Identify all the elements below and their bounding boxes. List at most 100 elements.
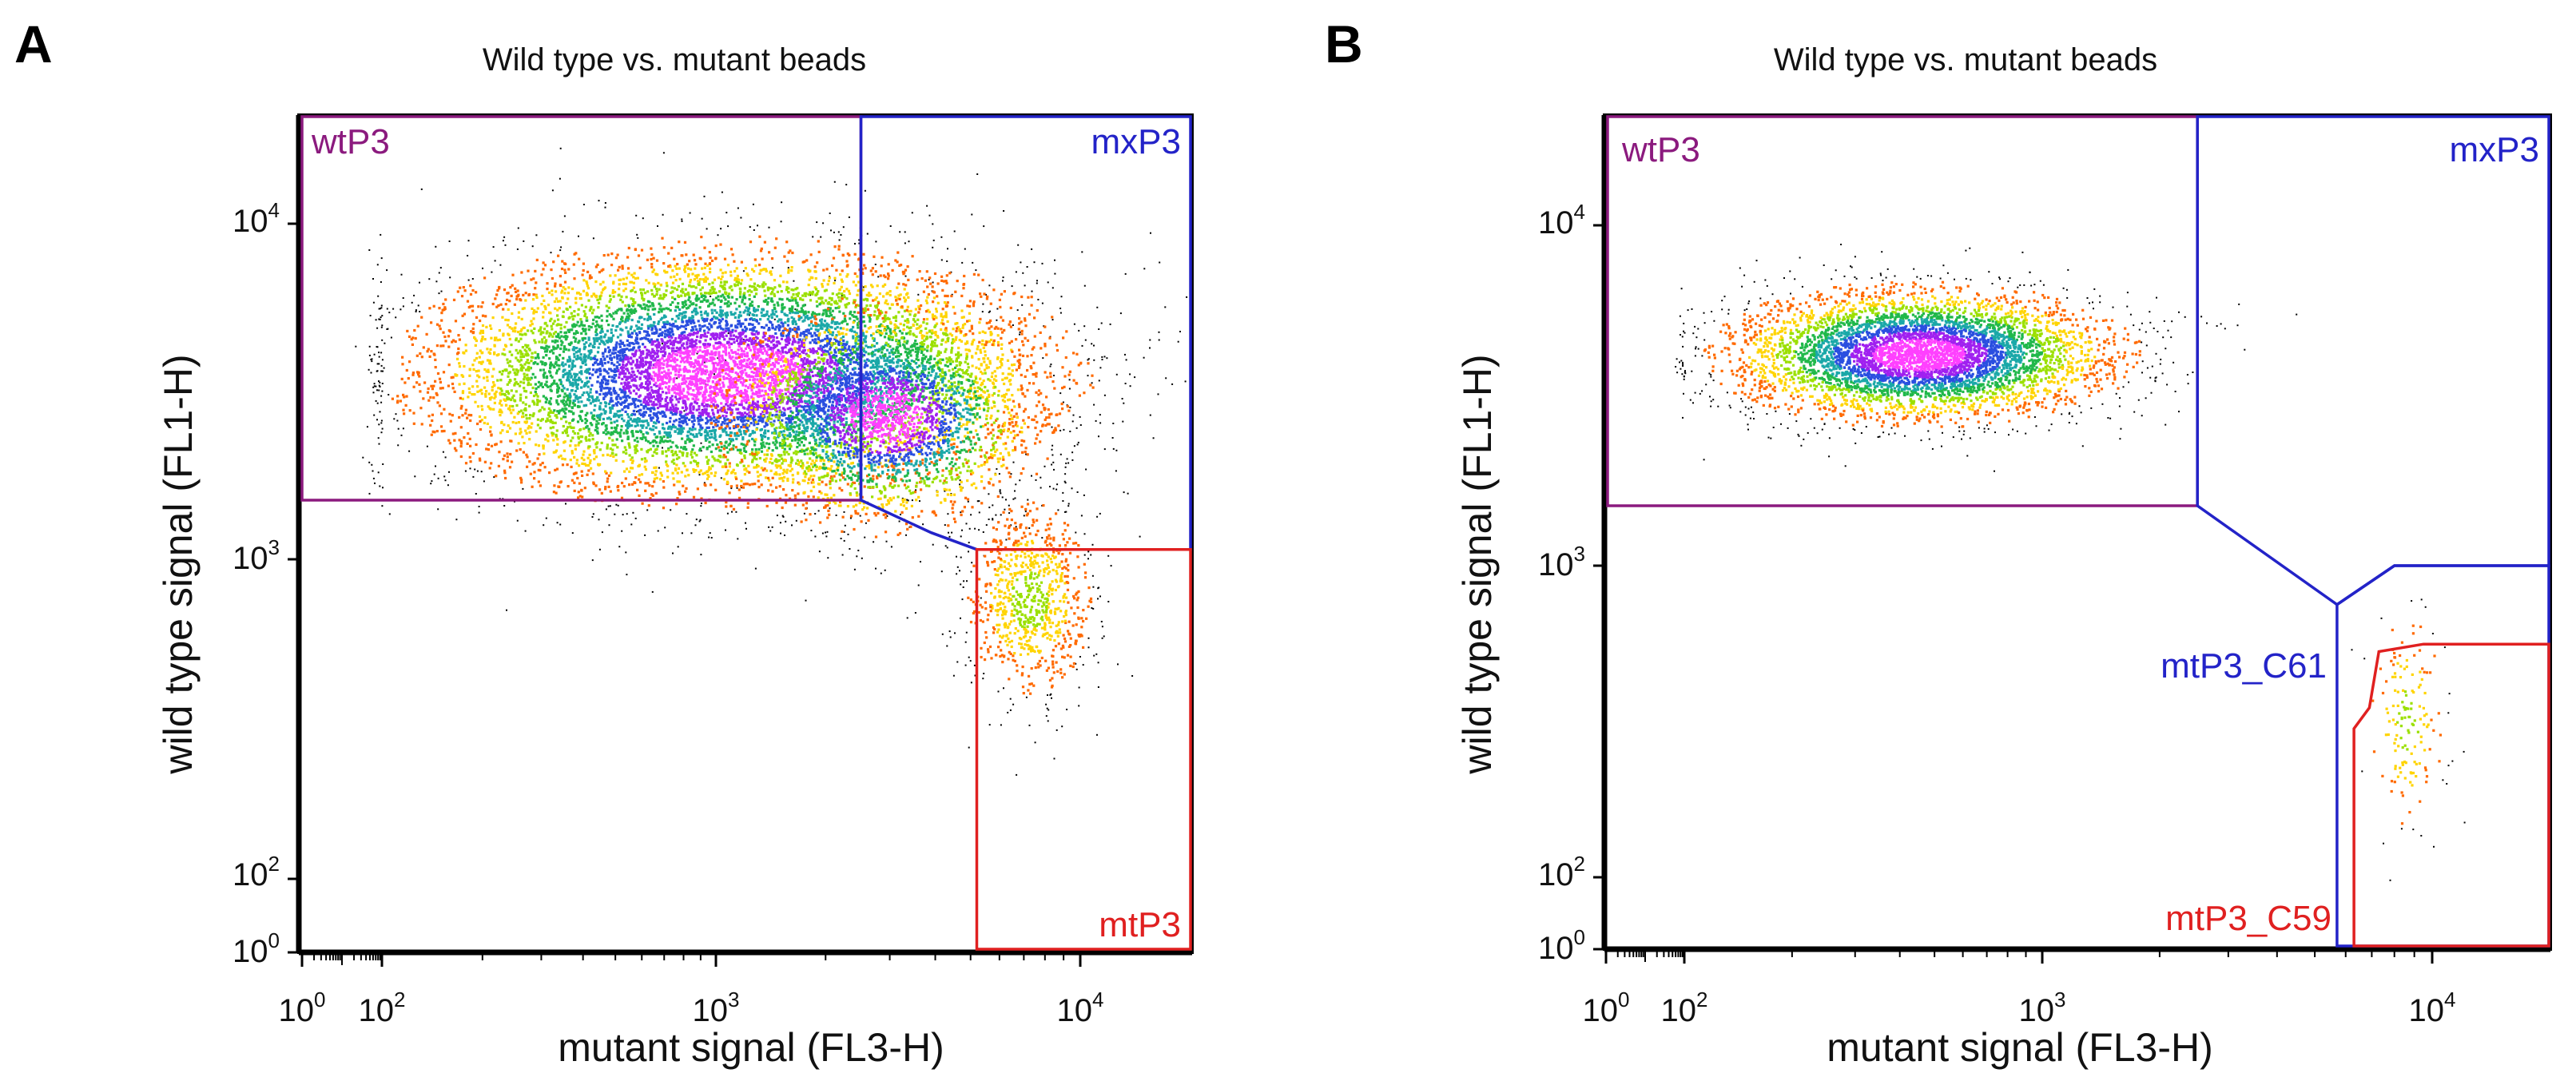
event-point: [725, 280, 729, 284]
event-point: [908, 240, 910, 243]
event-point: [776, 368, 779, 372]
event-point: [852, 335, 855, 338]
event-point: [670, 276, 673, 279]
event-point: [662, 376, 665, 379]
event-point: [630, 523, 633, 526]
event-point: [768, 376, 771, 379]
event-point: [625, 551, 627, 554]
event-point: [645, 304, 648, 307]
event-point: [894, 296, 897, 299]
event-point: [886, 365, 889, 368]
event-point: [878, 314, 881, 317]
event-point: [508, 408, 511, 411]
event-point: [1072, 352, 1075, 355]
event-point: [821, 353, 824, 356]
event-point: [826, 413, 829, 416]
event-point: [793, 280, 795, 282]
event-point: [735, 352, 738, 356]
event-point: [658, 387, 662, 390]
event-point: [884, 412, 887, 415]
event-point: [696, 350, 699, 353]
event-point: [1003, 687, 1004, 690]
event-point: [617, 268, 620, 272]
event-point: [699, 382, 702, 385]
event-point: [1032, 382, 1036, 385]
event-point: [777, 362, 780, 365]
event-point: [837, 248, 841, 251]
event-point: [1087, 550, 1090, 553]
event-point: [748, 314, 750, 316]
event-point: [562, 230, 564, 233]
event-point: [884, 301, 887, 304]
event-point: [642, 299, 645, 302]
event-point: [1087, 637, 1090, 639]
event-point: [775, 237, 778, 240]
event-point: [940, 570, 943, 573]
event-point: [868, 463, 871, 467]
event-point: [753, 457, 756, 460]
event-point: [743, 302, 746, 306]
event-point: [1014, 448, 1017, 451]
event-point: [634, 451, 637, 455]
event-point: [644, 482, 647, 485]
event-point: [1031, 475, 1032, 477]
event-point: [835, 334, 838, 337]
event-point: [612, 415, 616, 418]
event-point: [830, 303, 833, 306]
event-point: [650, 356, 653, 360]
event-point: [781, 515, 784, 517]
event-point: [668, 327, 671, 330]
event-point: [1087, 362, 1090, 365]
event-point: [694, 382, 698, 385]
event-point: [696, 312, 699, 315]
event-point: [1186, 296, 1188, 298]
event-point: [1065, 330, 1068, 333]
event-point: [959, 479, 961, 482]
event-point: [563, 387, 566, 390]
event-point: [596, 416, 599, 419]
event-point: [653, 477, 656, 480]
event-point: [881, 410, 884, 413]
event-point: [1098, 380, 1100, 382]
event-point: [731, 356, 734, 359]
event-point: [569, 384, 572, 387]
event-point: [378, 308, 380, 310]
event-point: [753, 258, 757, 261]
event-point: [997, 424, 1000, 427]
event-point: [753, 466, 756, 469]
event-point: [651, 332, 654, 335]
event-point: [1035, 479, 1037, 481]
event-point: [703, 266, 706, 269]
event-point: [695, 519, 698, 521]
event-point: [741, 395, 744, 399]
event-point: [722, 364, 725, 368]
event-point: [768, 226, 770, 229]
event-point: [1097, 598, 1099, 600]
event-point: [571, 318, 574, 321]
event-point: [720, 277, 723, 281]
event-point: [941, 316, 944, 319]
event-point: [506, 398, 509, 401]
event-point: [825, 450, 829, 454]
event-point: [793, 317, 796, 320]
event-point: [681, 218, 683, 221]
event-point: [443, 475, 446, 478]
event-point: [863, 350, 866, 353]
event-point: [1050, 693, 1052, 695]
event-point: [479, 419, 482, 423]
event-point: [721, 313, 725, 316]
event-point: [608, 436, 611, 439]
event-point: [935, 361, 938, 364]
event-point: [622, 372, 626, 376]
event-point: [694, 524, 697, 527]
event-point: [995, 325, 998, 328]
event-point: [508, 364, 511, 368]
event-point: [702, 272, 706, 276]
event-point: [590, 423, 594, 427]
event-point: [857, 320, 861, 324]
event-point: [499, 431, 503, 435]
event-point: [588, 453, 591, 456]
event-point: [580, 470, 583, 473]
event-point: [791, 305, 794, 308]
